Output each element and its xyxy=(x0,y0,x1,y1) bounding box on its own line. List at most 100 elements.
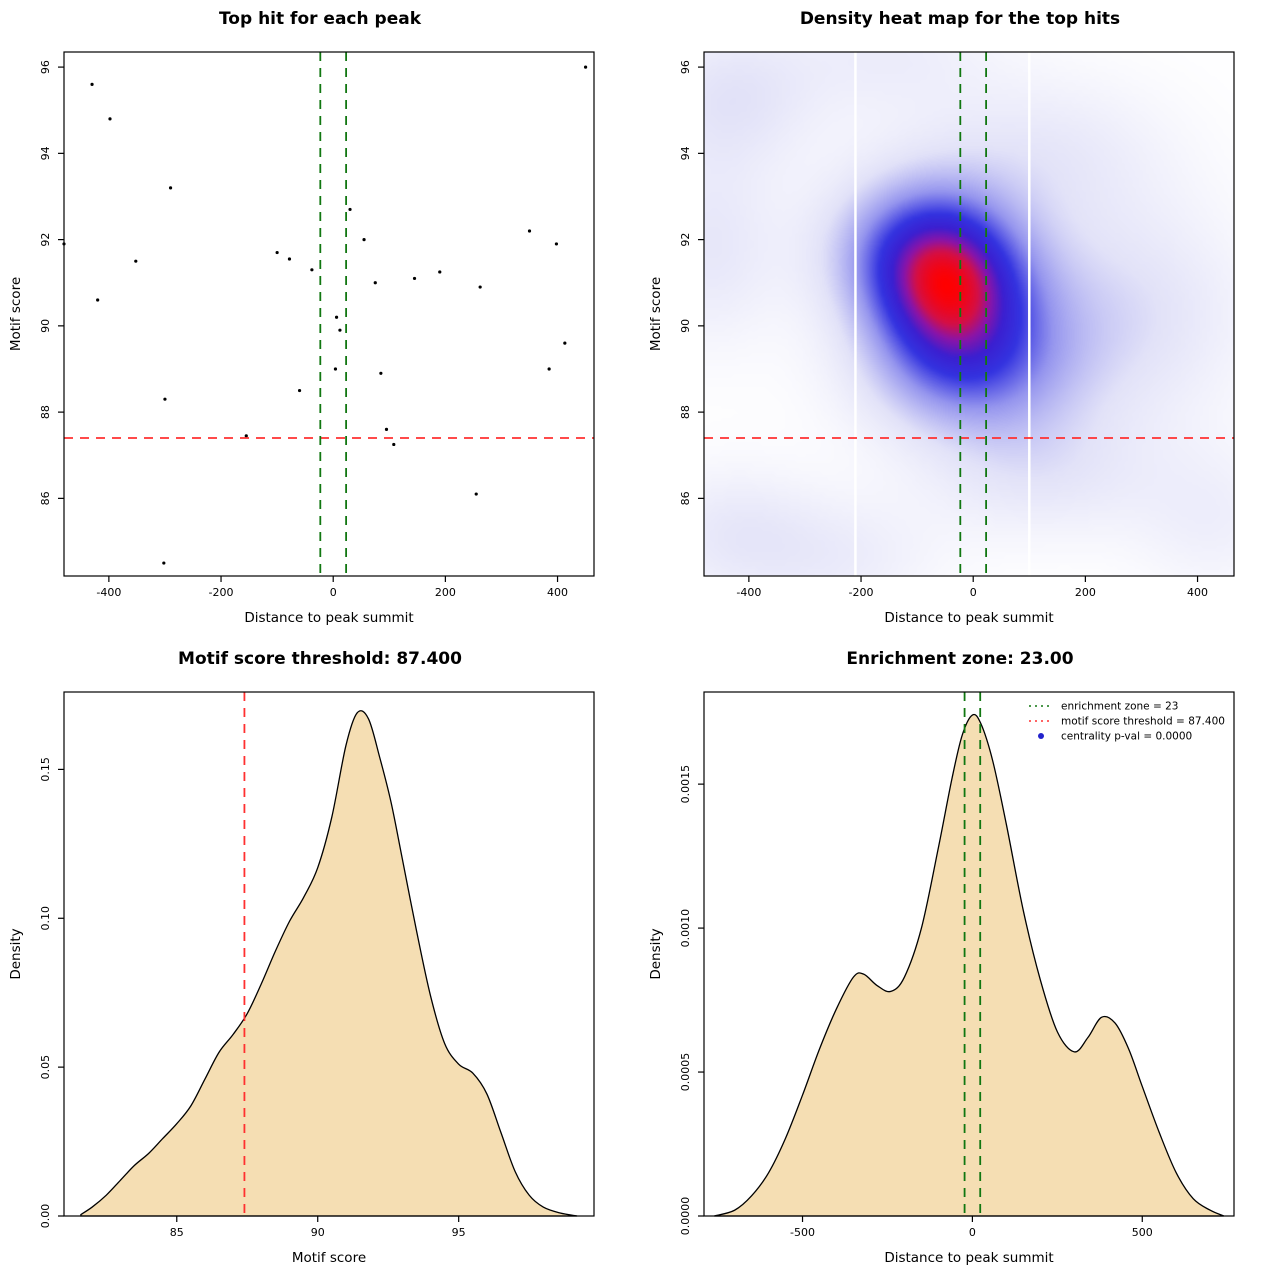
legend-item-label: centrality p-val = 0.0000 xyxy=(1061,731,1192,743)
y-tick-label: 96 xyxy=(39,60,52,74)
x-axis-label: Motif score xyxy=(292,1250,366,1266)
legend-item-label: enrichment zone = 23 xyxy=(1061,701,1178,713)
y-tick-label: 86 xyxy=(679,491,692,505)
data-point xyxy=(333,367,338,371)
x-tick-label: 200 xyxy=(1075,586,1096,599)
plot-box xyxy=(63,691,595,1217)
data-point xyxy=(474,492,478,496)
top-hit-scatter-svg: -400 -200 0 200 400 86 88 90 92 94 96 Distance to p… xyxy=(8,51,595,626)
data-point xyxy=(392,442,396,447)
x-tick-label: 500 xyxy=(1132,1226,1153,1239)
x-tick-label: -200 xyxy=(209,586,234,599)
y-tick-label: 0.0015 xyxy=(679,765,692,804)
y-axis-label: Motif score xyxy=(648,277,664,351)
x-tick-label: 400 xyxy=(1187,586,1208,599)
y-tick-label: 94 xyxy=(39,146,52,160)
data-point xyxy=(334,315,339,319)
y-tick-label: 88 xyxy=(679,405,692,419)
data-point xyxy=(168,186,173,190)
motif-score-density-chart: 85 90 95 0.00 0.05 0.10 0.15 Motif score Density xyxy=(0,674,640,1280)
y-tick-label: 0.0000 xyxy=(679,1197,692,1236)
x-tick-label: -400 xyxy=(96,586,121,599)
legend-item-label: motif score threshold = 87.400 xyxy=(1061,716,1225,728)
data-point xyxy=(338,328,342,332)
top-hit-scatter-chart: -400 -200 0 200 400 86 88 90 92 94 96 Distance to p… xyxy=(0,34,640,640)
data-point xyxy=(275,250,279,255)
enrichment-zone-density-chart: -500 0 500 0.0000 0.0005 0.0010 0.0015 Distance… xyxy=(640,674,1280,1280)
density-heatmap-chart: -400 -200 0 200 400 86 88 90 92 94 96 Distance to p… xyxy=(640,34,1280,640)
chart-title-scatter: Top hit for each peak xyxy=(218,9,422,29)
chart-title-enrichment: Enrichment zone: 23.00 xyxy=(846,649,1074,669)
data-point xyxy=(310,268,314,272)
data-point xyxy=(478,285,482,289)
scatter-points xyxy=(62,65,588,565)
legend-point-sample xyxy=(1038,733,1044,739)
x-tick-label: -400 xyxy=(736,586,761,599)
y-tick-label: 96 xyxy=(679,60,692,74)
legend: enrichment zone = 23 motif score threshol… xyxy=(1029,701,1225,743)
heatmap-canvas xyxy=(704,52,1234,576)
motif-score-density-svg: 85 90 95 0.00 0.05 0.10 0.15 Motif score Density xyxy=(8,691,595,1266)
enrichment-zone-density-svg: -500 0 500 0.0000 0.0005 0.0010 0.0015 Distance… xyxy=(648,691,1235,1266)
y-tick-label: 0.10 xyxy=(39,906,52,931)
x-tick-label: 90 xyxy=(311,1226,325,1239)
data-point xyxy=(438,270,442,274)
panel-motif-score-density: Motif score threshold: 87.400 85 90 95 0.00… xyxy=(0,640,640,1280)
x-tick-label: 0 xyxy=(970,586,977,599)
y-tick-label: 0.15 xyxy=(39,757,52,782)
y-tick-label: 0.0010 xyxy=(679,909,692,948)
y-tick-label: 92 xyxy=(679,233,692,247)
x-tick-label: 400 xyxy=(547,586,568,599)
data-point xyxy=(348,207,352,212)
data-point xyxy=(362,238,366,242)
y-axis-label: Density xyxy=(648,928,664,979)
data-point xyxy=(90,82,94,86)
x-tick-label: 0 xyxy=(969,1226,976,1239)
data-point xyxy=(554,242,559,246)
data-point xyxy=(163,397,167,401)
y-tick-label: 92 xyxy=(39,233,52,247)
x-axis-label: Distance to peak summit xyxy=(884,610,1053,626)
plot-box xyxy=(703,51,1235,577)
plot-box xyxy=(703,691,1235,1217)
data-point xyxy=(297,388,302,393)
x-tick-label: 0 xyxy=(330,586,337,599)
panel-top-hit-scatter: Top hit for each peak -400 -200 0 200 400 86 8… xyxy=(0,0,640,640)
y-tick-label: 90 xyxy=(39,319,52,333)
panel-enrichment-zone-density: Enrichment zone: 23.00 -500 0 500 0.0000 0.0… xyxy=(640,640,1280,1280)
panel-density-heatmap: Density heat map for the top hits -400 -2… xyxy=(640,0,1280,640)
data-point xyxy=(96,298,100,302)
x-tick-label: 95 xyxy=(452,1226,466,1239)
y-tick-label: 94 xyxy=(679,146,692,160)
x-axis-label: Distance to peak summit xyxy=(244,610,413,626)
y-axis-label: Density xyxy=(8,928,24,979)
data-point xyxy=(373,281,377,285)
data-point xyxy=(134,259,138,263)
data-point xyxy=(583,65,588,69)
data-point xyxy=(244,434,248,438)
density-curve xyxy=(80,710,578,1217)
data-point xyxy=(527,229,532,233)
data-point xyxy=(547,367,551,371)
x-tick-label: -500 xyxy=(790,1226,815,1239)
plot-box xyxy=(63,51,595,577)
y-tick-label: 88 xyxy=(39,405,52,419)
y-tick-label: 86 xyxy=(39,491,52,505)
y-tick-label: 0.0005 xyxy=(679,1053,692,1092)
y-tick-label: 0.00 xyxy=(39,1204,52,1229)
x-tick-label: -200 xyxy=(849,586,874,599)
chart-title-heatmap: Density heat map for the top hits xyxy=(799,9,1121,29)
y-tick-label: 0.05 xyxy=(39,1055,52,1080)
data-point xyxy=(384,427,389,431)
chart-title-score-density: Motif score threshold: 87.400 xyxy=(178,649,462,669)
data-point xyxy=(162,561,166,565)
data-point xyxy=(563,341,567,345)
data-point xyxy=(287,257,292,261)
x-tick-label: 85 xyxy=(170,1226,184,1239)
y-tick-label: 90 xyxy=(679,319,692,333)
x-tick-label: 200 xyxy=(435,586,456,599)
data-point xyxy=(412,276,417,281)
density-heatmap-svg: -400 -200 0 200 400 86 88 90 92 94 96 Distance to p… xyxy=(648,51,1235,626)
y-axis-label: Motif score xyxy=(8,277,24,351)
data-point xyxy=(108,117,112,121)
